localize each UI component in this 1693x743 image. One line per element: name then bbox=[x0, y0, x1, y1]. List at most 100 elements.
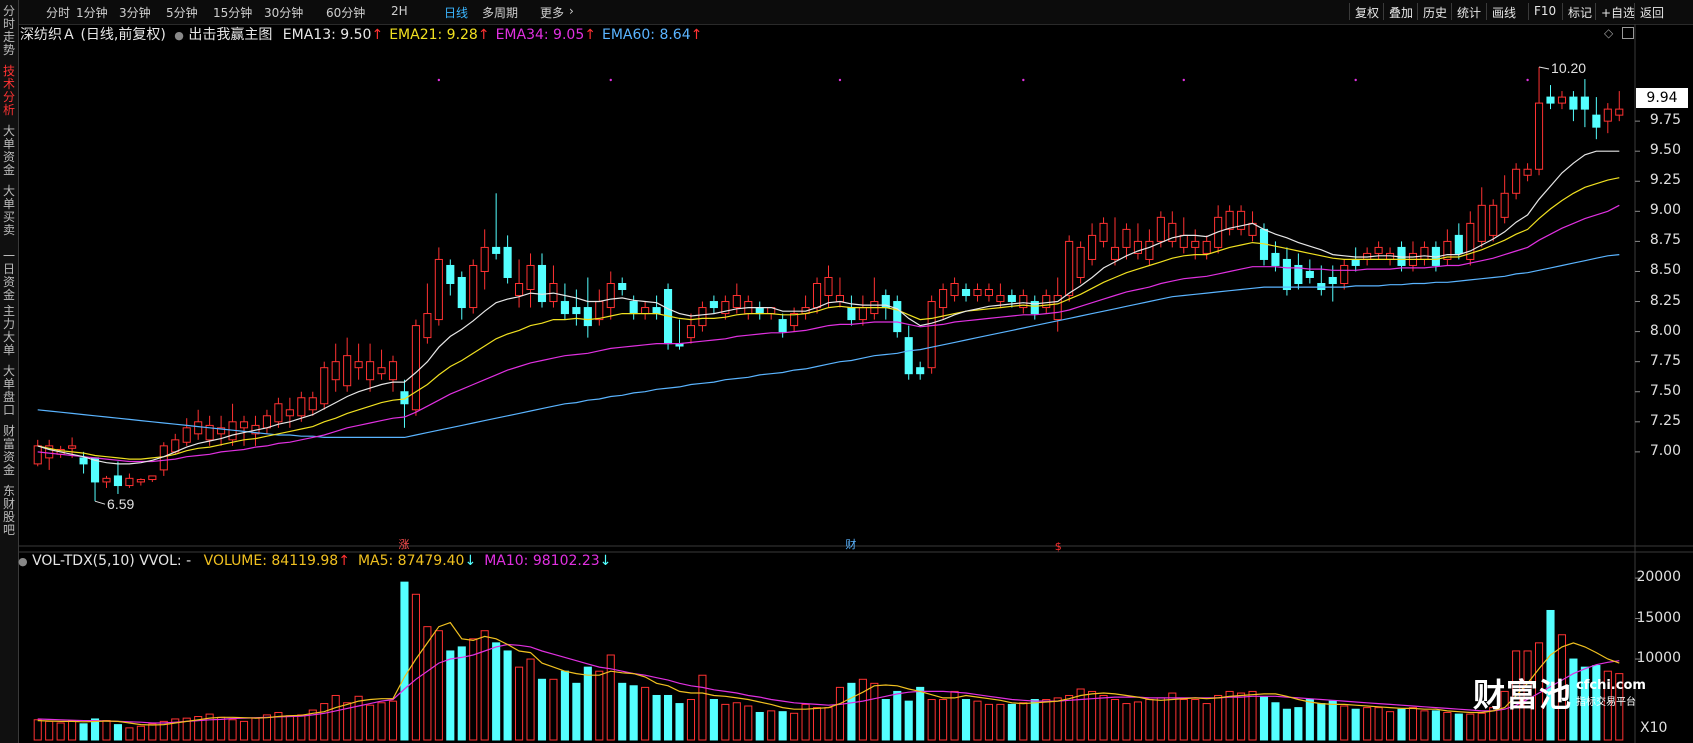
sidebar-tab-0[interactable]: 分时走势 bbox=[2, 4, 15, 57]
candle-body bbox=[1512, 168, 1521, 194]
volume-bar bbox=[1615, 673, 1624, 741]
volume-tick-label: 15000 bbox=[1636, 609, 1681, 626]
tool-button-3[interactable]: 统计 bbox=[1457, 6, 1482, 20]
volume-bar bbox=[1145, 699, 1154, 741]
candle-body bbox=[1019, 295, 1028, 309]
main-legend: 深纺织Ａ (日线,前复权) ● 出击我赢主图 EMA13: 9.50↑ EMA21… bbox=[20, 24, 702, 44]
tool-button-7[interactable]: +自选 bbox=[1601, 6, 1636, 20]
candle-body bbox=[1202, 240, 1211, 254]
period-tab-3[interactable]: 5分钟 bbox=[166, 6, 198, 20]
tool-button-6[interactable]: 标记 bbox=[1568, 6, 1593, 20]
volume-bar bbox=[537, 678, 547, 741]
period-tab-6[interactable]: 60分钟 bbox=[326, 6, 366, 20]
candle-body bbox=[1443, 240, 1452, 260]
candle-body bbox=[1042, 295, 1051, 309]
ema34-line bbox=[37, 204, 1620, 463]
event-marker-cai: 财 bbox=[845, 537, 856, 551]
candle-body bbox=[308, 397, 317, 411]
period-tab-8[interactable]: 日线 bbox=[444, 6, 469, 20]
candle-body bbox=[778, 319, 787, 333]
candle-body bbox=[354, 361, 363, 369]
volume-bar bbox=[113, 724, 123, 741]
price-tick-label: 8.75 bbox=[1649, 232, 1681, 249]
volume-bar bbox=[56, 722, 65, 741]
candle-body bbox=[709, 301, 718, 309]
candle-body bbox=[927, 301, 936, 369]
candle-body bbox=[1133, 240, 1142, 254]
volume-bar bbox=[812, 707, 822, 741]
sidebar-tab-6[interactable]: 大单盘口 bbox=[2, 364, 15, 417]
volume-bar bbox=[984, 703, 993, 741]
candle-body bbox=[136, 479, 145, 483]
sidebar-tab-3[interactable]: 大单买卖 bbox=[2, 184, 15, 237]
candle-body bbox=[400, 391, 409, 405]
candle-body bbox=[606, 283, 615, 309]
candle-body bbox=[1328, 276, 1337, 285]
volume-bar bbox=[388, 700, 398, 741]
candle-body bbox=[698, 307, 707, 327]
period-tab-5[interactable]: 30分钟 bbox=[264, 6, 304, 20]
sidebar-tab-4[interactable]: 一日资金 bbox=[2, 249, 15, 302]
vol-legend-0: VOLUME: 84119.98 bbox=[203, 553, 339, 569]
volume-bar bbox=[1363, 707, 1372, 741]
indicator-dropdown-icon[interactable]: ● bbox=[174, 29, 184, 42]
signal-dot bbox=[1526, 78, 1529, 82]
volume-settings-icon[interactable]: ● bbox=[18, 555, 28, 568]
period-tab-4[interactable]: 15分钟 bbox=[213, 6, 253, 20]
candle-body bbox=[1546, 96, 1555, 104]
panel-toggle-icon[interactable] bbox=[1622, 27, 1634, 39]
candle-body bbox=[939, 289, 948, 309]
candle-body bbox=[79, 457, 88, 465]
chart-settings-icon[interactable]: ◇ bbox=[1604, 26, 1614, 40]
candle-body bbox=[1110, 246, 1120, 260]
period-toolbar: 分时 1分钟 3分钟 5分钟 15分钟 30分钟 60分钟 2H 日线 多周期 更多 › 复权 叠加 历史统… bbox=[19, 0, 1693, 25]
volume-bar bbox=[709, 699, 718, 741]
event-marker-zhang: 涨 bbox=[398, 538, 409, 551]
price-tick-label: 9.25 bbox=[1649, 172, 1681, 189]
candle-body bbox=[1053, 295, 1062, 321]
period-tab-9[interactable]: 多周期 bbox=[482, 6, 519, 20]
low-marker-line bbox=[94, 500, 106, 505]
candle-body bbox=[732, 295, 741, 309]
candle-body bbox=[1007, 295, 1016, 303]
tool-button-1[interactable]: 叠加 bbox=[1389, 6, 1414, 20]
candle-body bbox=[1534, 102, 1544, 170]
candle-body bbox=[515, 283, 524, 297]
volume-bar bbox=[1076, 688, 1085, 741]
volume-bar bbox=[1408, 707, 1418, 741]
volume-indicator-title[interactable]: VOL-TDX(5,10) VVOL: - bbox=[32, 553, 192, 569]
indicator-name[interactable]: 出击我赢主图 bbox=[188, 27, 273, 43]
candle-body bbox=[984, 289, 993, 297]
volume-bar bbox=[732, 702, 741, 741]
candle-body bbox=[148, 475, 157, 481]
volume-bar bbox=[251, 717, 260, 741]
tool-button-2[interactable]: 历史 bbox=[1423, 6, 1448, 20]
volume-bar bbox=[1133, 701, 1142, 741]
sidebar-tab-1[interactable]: 技术分析 bbox=[2, 64, 15, 117]
sidebar-tab-2[interactable]: 大单资金 bbox=[2, 124, 15, 177]
sidebar-tab-5[interactable]: 主力大单 bbox=[2, 304, 15, 357]
volume-bar bbox=[1053, 697, 1062, 741]
tool-button-5[interactable]: F10 bbox=[1534, 4, 1557, 18]
volume-bar bbox=[343, 702, 352, 741]
volume-bar bbox=[641, 686, 650, 741]
period-tab-7[interactable]: 2H bbox=[391, 4, 408, 18]
volume-bar bbox=[824, 707, 833, 741]
period-tab-0[interactable]: 分时 bbox=[46, 6, 71, 20]
period-tab-2[interactable]: 3分钟 bbox=[119, 6, 151, 20]
period-tab-10[interactable]: 更多 bbox=[540, 6, 565, 20]
tool-button-0[interactable]: 复权 bbox=[1355, 6, 1380, 20]
volume-bar bbox=[400, 581, 409, 741]
tool-button-4[interactable]: 画线 bbox=[1492, 6, 1517, 20]
sidebar-tab-7[interactable]: 财富资金 bbox=[2, 424, 15, 477]
more-chevron-icon[interactable]: › bbox=[569, 4, 574, 18]
tool-button-8[interactable]: 返回 bbox=[1640, 6, 1665, 20]
sidebar-tab-8[interactable]: 东财股吧 bbox=[2, 484, 15, 537]
volume-bar bbox=[973, 700, 982, 741]
candle-body bbox=[388, 361, 398, 381]
period-tab-1[interactable]: 1分钟 bbox=[76, 6, 108, 20]
volume-bar bbox=[434, 630, 443, 741]
volume-bar bbox=[1317, 703, 1326, 741]
signal-dot bbox=[437, 78, 441, 82]
